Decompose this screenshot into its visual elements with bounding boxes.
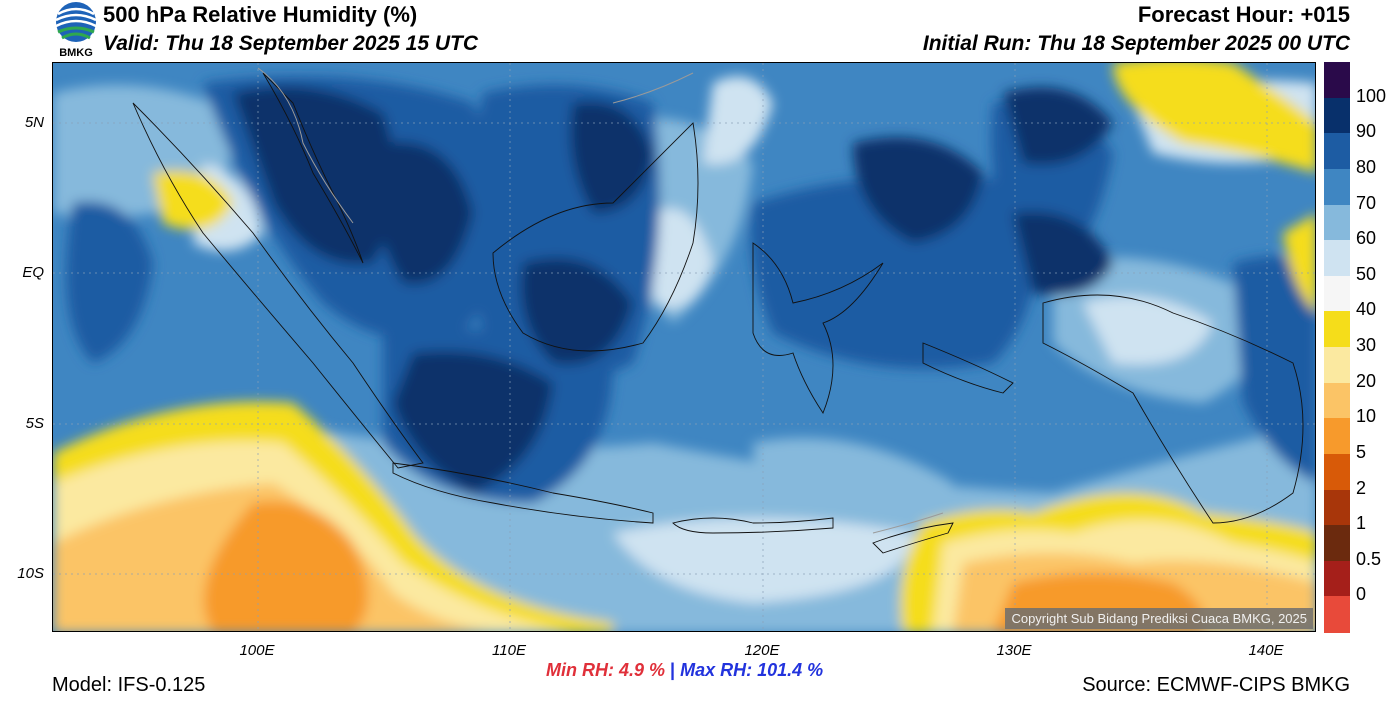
lon-label-130e: 130E (996, 642, 1032, 659)
bmkg-logo-icon (55, 2, 97, 42)
colorbar-segment (1324, 275, 1350, 312)
humidity-map: Copyright Sub Bidang Prediksi Cuaca BMKG… (52, 62, 1316, 632)
colorbar-label: 0.5 (1356, 548, 1382, 569)
valid-time: Valid: Thu 18 September 2025 15 UTC (103, 32, 479, 55)
lon-label-110e: 110E (492, 642, 526, 659)
copyright-notice: Copyright Sub Bidang Prediksi Cuaca BMKG… (1005, 608, 1313, 629)
min-rh: Min RH: 4.9 % (546, 660, 666, 680)
lat-label-5n: 5N (24, 114, 44, 131)
colorbar-label: 40 (1356, 299, 1377, 320)
colorbar-segment (1324, 453, 1350, 490)
colorbar-label: 30 (1356, 335, 1377, 355)
colorbar-segment (1324, 97, 1350, 134)
colorbar-label: 80 (1356, 156, 1377, 177)
initial-run: Initial Run: Thu 18 September 2025 00 UT… (922, 32, 1350, 55)
colorbar-segment (1324, 418, 1350, 455)
model-name: Model: IFS-0.125 (52, 674, 206, 696)
colorbar-label: 2 (1356, 477, 1367, 498)
colorbar-segment (1324, 382, 1350, 419)
colorbar-segment (1324, 311, 1350, 348)
map-title: 500 hPa Relative Humidity (%) (103, 2, 418, 27)
colorbar-label: 1 (1356, 513, 1367, 534)
lat-label-10s: 10S (17, 565, 44, 582)
colorbar-label: 90 (1356, 121, 1377, 142)
colorbar-segment (1324, 204, 1350, 241)
colorbar-label: 5 (1356, 441, 1367, 462)
colorbar-label: 50 (1356, 263, 1377, 284)
colorbar-segment (1324, 596, 1350, 633)
data-source: Source: ECMWF-CIPS BMKG (1082, 674, 1350, 696)
colorbar-segment (1324, 560, 1350, 597)
colorbar-label: 0 (1356, 584, 1367, 605)
lat-label-eq: EQ (22, 264, 44, 281)
bmkg-logo: BMKG (52, 0, 100, 62)
lon-label-100e: 100E (239, 642, 275, 659)
colorbar-label: 70 (1356, 192, 1377, 213)
humidity-field (53, 63, 1315, 631)
colorbar-segment (1324, 525, 1350, 562)
colorbar-label: 20 (1356, 370, 1377, 391)
logo-text: BMKG (59, 47, 93, 59)
colorbar-label: 10 (1356, 406, 1377, 427)
colorbar-label: 60 (1356, 228, 1377, 249)
forecast-hour: Forecast Hour: +015 (1137, 2, 1350, 27)
lon-label-140e: 140E (1248, 642, 1284, 659)
lon-label-120e: 120E (744, 642, 780, 659)
colorbar-segment (1324, 489, 1350, 526)
coastlines (132, 72, 1304, 554)
max-rh: Max RH: 101.4 % (680, 660, 824, 680)
colorbar-label: 100 (1356, 85, 1387, 106)
colorbar-segment (1324, 168, 1350, 205)
rh-stats: Min RH: 4.9 % | Max RH: 101.4 % (546, 660, 823, 681)
colorbar-segment (1324, 62, 1350, 99)
colorbar-segment (1324, 133, 1350, 170)
lat-label-5s: 5S (25, 415, 44, 432)
colorbar (1324, 62, 1350, 633)
colorbar-segment (1324, 240, 1350, 277)
stats-separator: | (670, 660, 676, 680)
colorbar-segment (1324, 347, 1350, 384)
